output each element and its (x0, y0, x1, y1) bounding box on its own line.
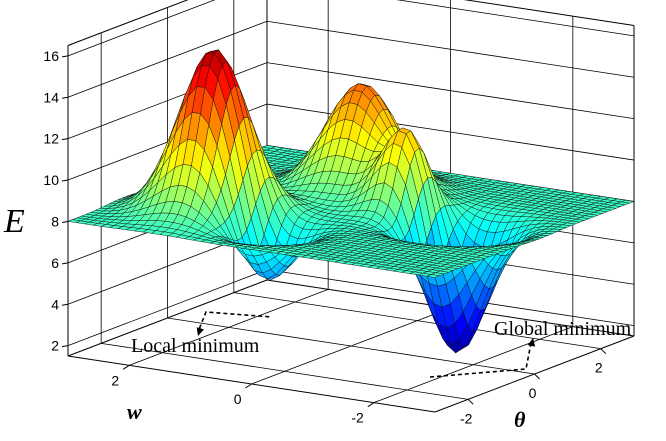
axis-ticks: 2 4 6 8 10 12 14 16 -2 0 2 -2 0 2 (43, 48, 607, 426)
z-tick-label: 4 (51, 296, 59, 312)
z-tick-label: 16 (43, 48, 59, 64)
z-tick-label: 12 (43, 131, 59, 147)
z-tick-label: 2 (51, 338, 59, 354)
y-axis-title: w (127, 399, 142, 424)
z-tick-label: 10 (43, 172, 59, 188)
x-tick-label: 2 (595, 360, 603, 376)
x-tick-label: 0 (529, 385, 537, 401)
z-tick-label: 14 (43, 89, 59, 105)
z-axis-title: E (3, 203, 25, 240)
x-tick-label: -2 (460, 410, 473, 426)
global-minimum-label: Global minimum (494, 318, 632, 340)
y-tick-label: -2 (351, 410, 364, 426)
y-tick-label: 0 (234, 391, 242, 407)
x-axis-title: θ (514, 407, 526, 432)
annotations: Local minimum Global minimum (131, 311, 632, 378)
z-tick-label: 6 (51, 255, 59, 271)
z-tick-label: 8 (51, 213, 59, 229)
local-minimum-label: Local minimum (131, 335, 260, 357)
energy-surface (67, 49, 635, 354)
y-tick-label: 2 (111, 372, 119, 388)
surface-patch (425, 274, 441, 278)
